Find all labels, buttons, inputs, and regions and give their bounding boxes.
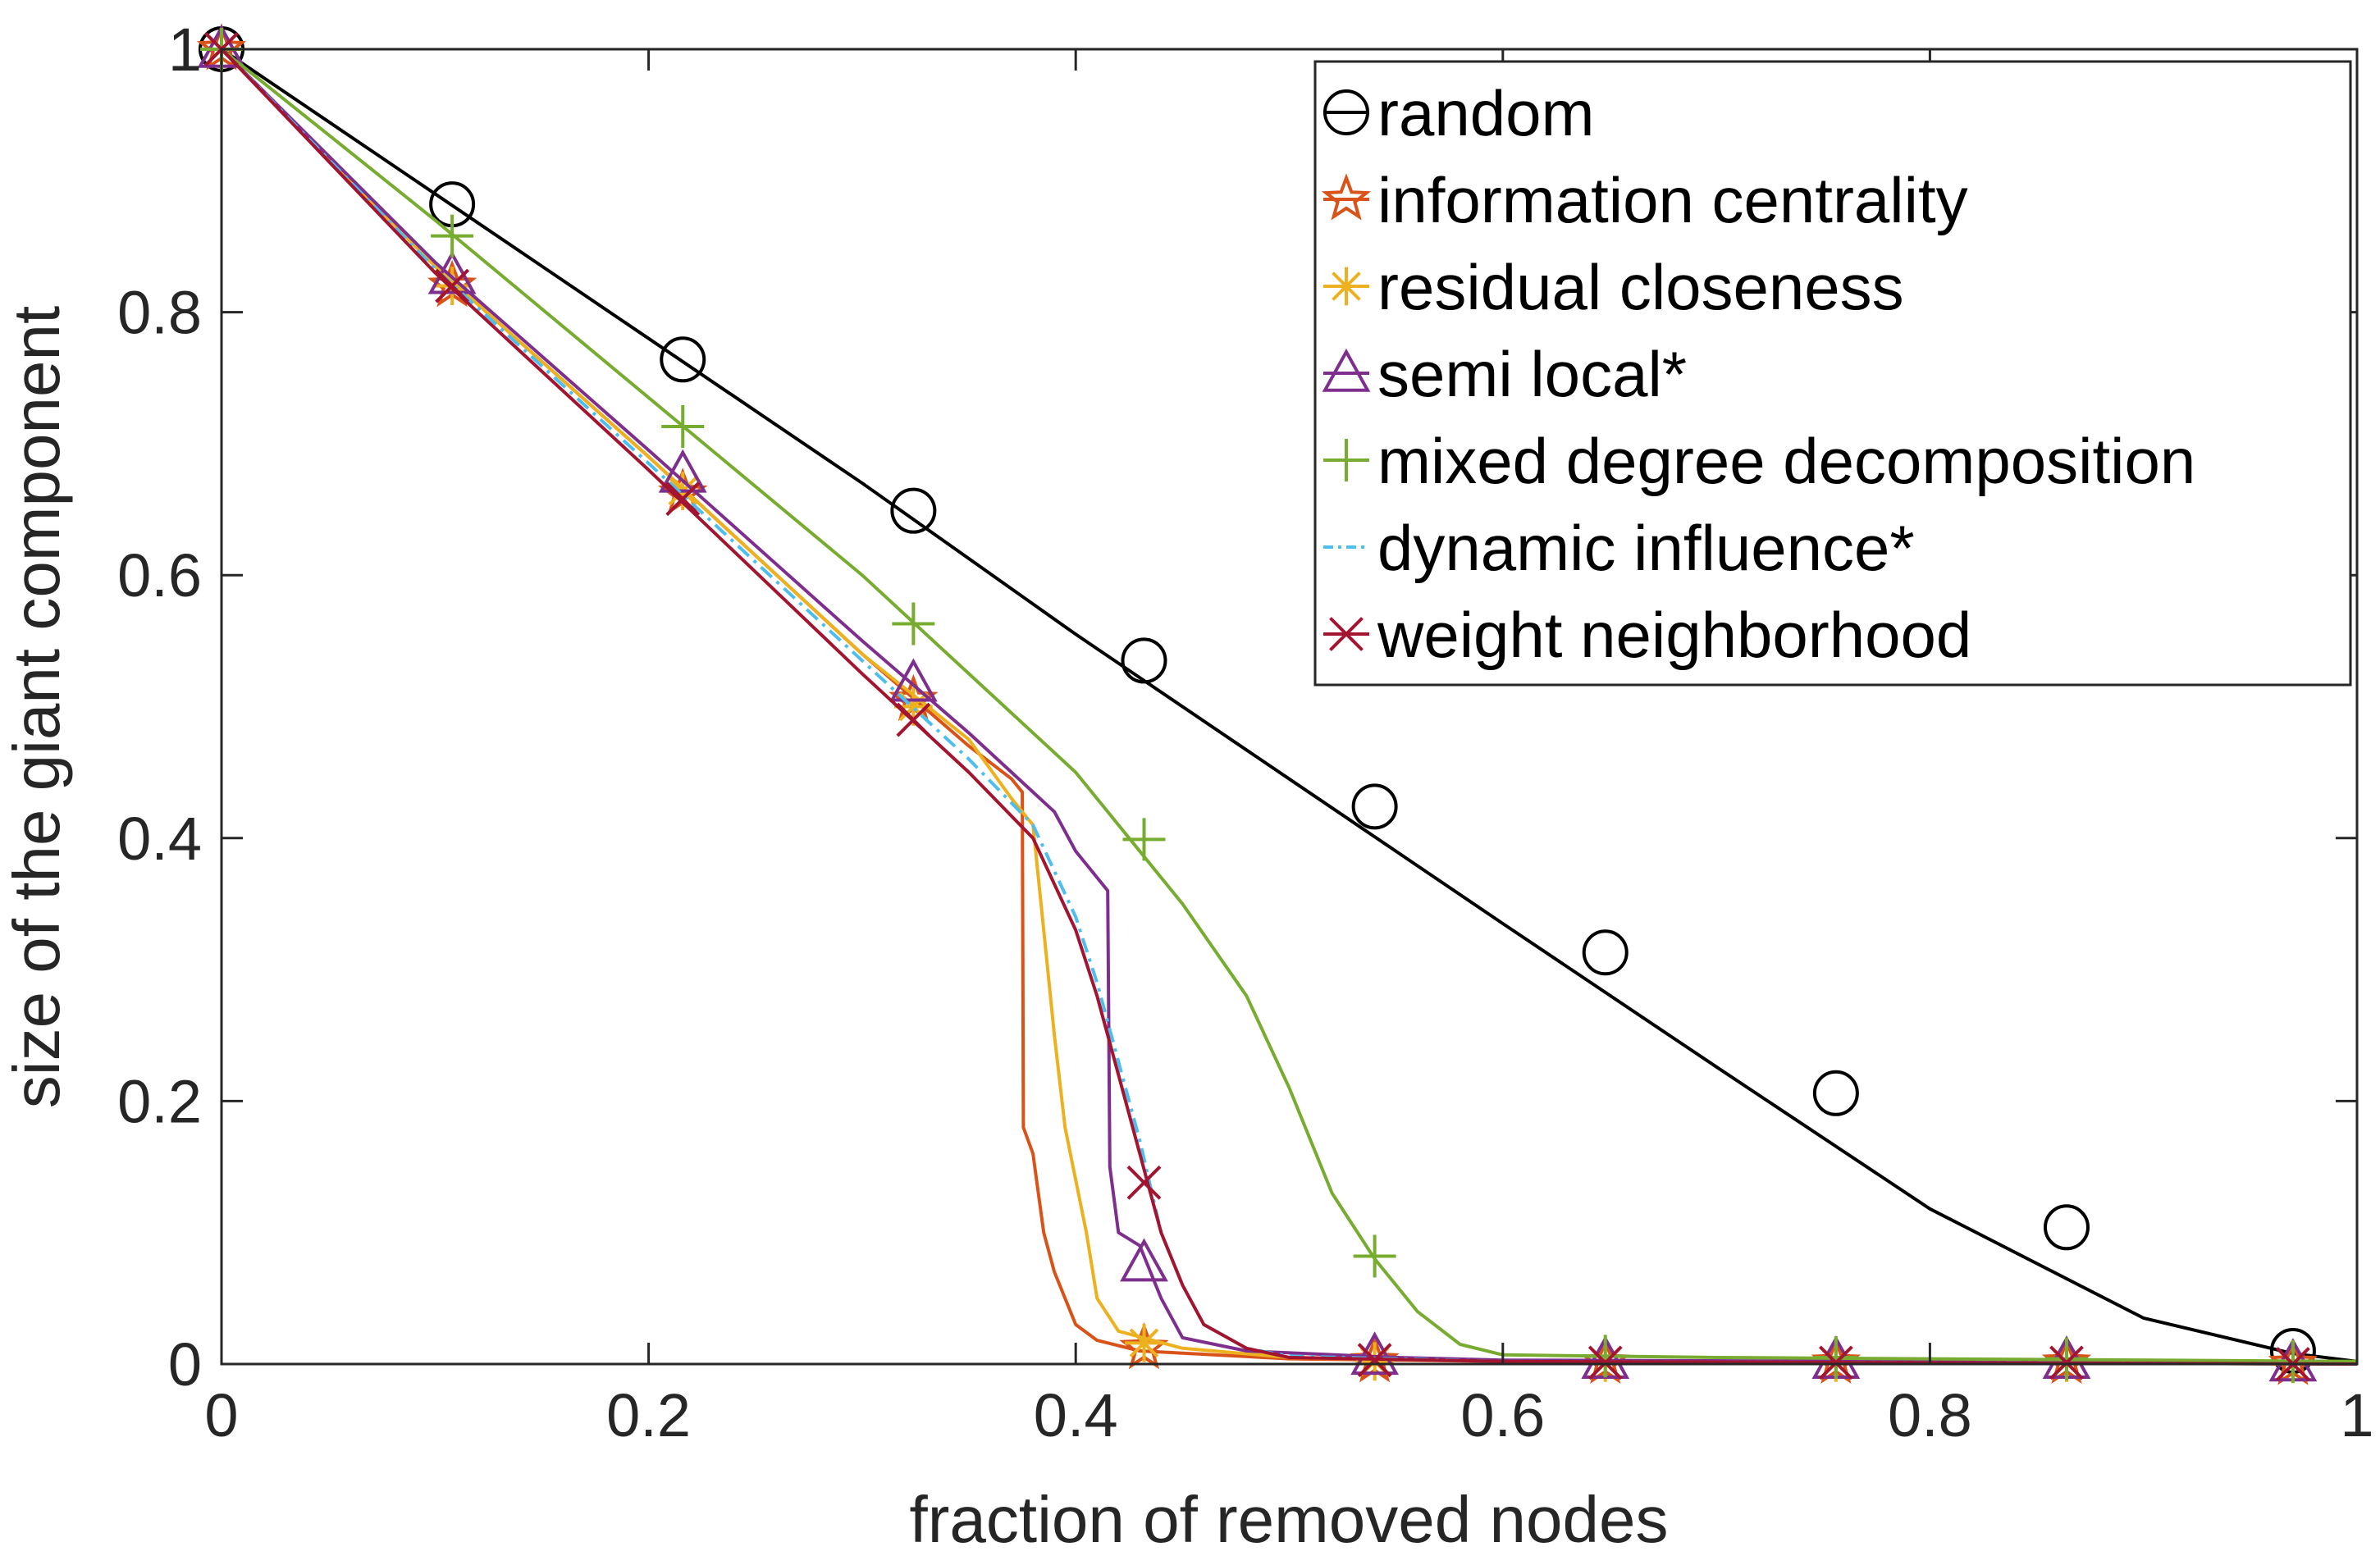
legend-marker-0 xyxy=(1323,89,1369,135)
series-4-marker-1 xyxy=(431,214,474,258)
series-0-marker-6 xyxy=(1582,929,1629,976)
x-tick-label-5: 1 xyxy=(2340,1381,2373,1449)
legend-label-5: dynamic influence* xyxy=(1377,512,1915,584)
series-3-marker-2 xyxy=(658,449,707,493)
series-3-marker-4 xyxy=(1120,1238,1168,1282)
y-tick-label-3: 0.6 xyxy=(117,541,202,609)
legend-label-6: weight neighborhood xyxy=(1377,599,1971,671)
series-4-marker-4 xyxy=(1122,818,1166,861)
y-axis-label: size of the giant component xyxy=(0,306,73,1108)
series-2-marker-4 xyxy=(1125,1323,1163,1362)
series-6-marker-8 xyxy=(2049,1345,2084,1380)
legend-label-0: random xyxy=(1377,77,1594,149)
series-line-4 xyxy=(220,48,2358,1363)
legend-marker-2 xyxy=(1327,267,1366,306)
series-0-marker-2 xyxy=(660,336,706,383)
x-tick-label-1: 0.2 xyxy=(606,1381,691,1449)
series-6-marker-3 xyxy=(896,702,931,737)
series-3-marker-5 xyxy=(1350,1331,1400,1376)
legend-label-1: information centrality xyxy=(1377,164,1968,236)
legend-marker-6 xyxy=(1329,617,1364,651)
y-tick-label-4: 0.8 xyxy=(117,279,202,347)
legend-label-2: residual closeness xyxy=(1377,251,1904,323)
series-line-6 xyxy=(220,48,2358,1366)
legend-label-3: semi local* xyxy=(1377,338,1687,410)
series-0-marker-7 xyxy=(1812,1070,1859,1116)
legend: random information centrality residual clo… xyxy=(1313,60,2352,687)
axes-layer: 0 0.2 0.4 0.6 0.8 1 0 0.2 0.4 0.6 0.8 1 xyxy=(117,16,2373,1449)
series-4-marker-2 xyxy=(661,405,705,449)
legend-label-4: mixed degree decomposition xyxy=(1377,425,2195,497)
series-6-marker-1 xyxy=(435,268,470,303)
series-6-marker-6 xyxy=(1587,1345,1623,1380)
x-tick-label-0: 0 xyxy=(204,1381,238,1449)
x-axis-label: fraction of removed nodes xyxy=(910,1483,1669,1556)
series-4-marker-5 xyxy=(1353,1234,1396,1278)
y-tick-label-5: 1 xyxy=(168,16,202,84)
series-3-marker-3 xyxy=(889,658,938,702)
series-4-marker-8 xyxy=(2044,1337,2088,1380)
axes-box xyxy=(220,48,2359,1366)
series-0-marker-5 xyxy=(1351,783,1398,830)
series-6-marker-4 xyxy=(1126,1165,1162,1200)
series-0-marker-3 xyxy=(890,487,937,534)
series-6-marker-2 xyxy=(665,481,701,517)
series-line-2 xyxy=(220,48,2358,1366)
series-4-marker-7 xyxy=(1814,1335,1857,1379)
series-6-marker-5 xyxy=(1357,1343,1392,1378)
x-tick-label-4: 0.8 xyxy=(1888,1381,1972,1449)
series-0-marker-8 xyxy=(2043,1204,2090,1251)
series-4-marker-6 xyxy=(1583,1335,1627,1378)
series-layer xyxy=(196,23,2358,1385)
legend-marker-1 xyxy=(1321,173,1372,221)
series-4-marker-3 xyxy=(892,602,935,646)
y-tick-label-1: 0.2 xyxy=(117,1067,202,1135)
series-0-marker-4 xyxy=(1121,637,1167,684)
series-line-0 xyxy=(220,48,2358,1363)
x-tick-label-3: 0.6 xyxy=(1460,1381,1545,1449)
series-6-marker-7 xyxy=(1818,1345,1853,1380)
y-tick-label-0: 0 xyxy=(168,1330,202,1398)
legend-marker-3 xyxy=(1322,348,1371,392)
y-tick-label-2: 0.4 xyxy=(117,805,202,873)
x-tick-label-2: 0.4 xyxy=(1034,1381,1118,1449)
series-4-marker-9 xyxy=(2271,1339,2314,1383)
legend-box xyxy=(1313,60,2352,687)
legend-marker-4 xyxy=(1325,439,1368,481)
